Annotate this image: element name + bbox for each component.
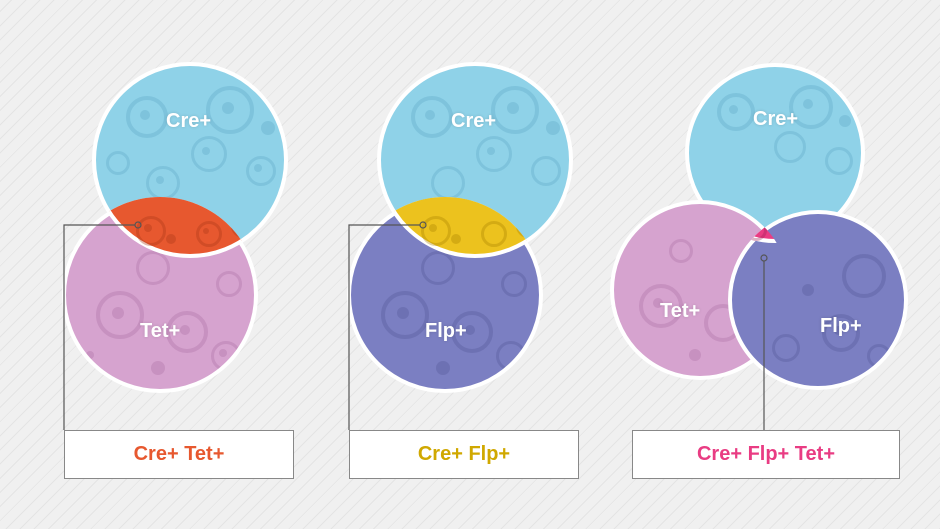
callout-3 <box>0 0 940 500</box>
caption-triple: Cre+ Flp+ Tet+ <box>632 430 900 479</box>
caption-text: Cre+ Flp+ Tet+ <box>697 443 835 465</box>
